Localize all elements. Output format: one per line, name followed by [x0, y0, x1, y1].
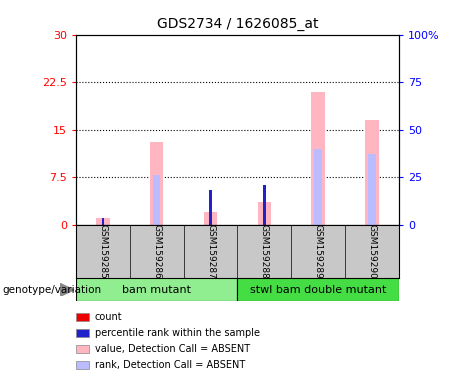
Text: stwl bam double mutant: stwl bam double mutant — [250, 285, 386, 295]
Bar — [153, 175, 160, 225]
Text: GSM159286: GSM159286 — [152, 224, 161, 279]
Bar — [96, 218, 110, 225]
Text: GSM159287: GSM159287 — [206, 224, 215, 279]
Text: rank, Detection Call = ABSENT: rank, Detection Call = ABSENT — [95, 360, 245, 370]
Text: GSM159290: GSM159290 — [367, 224, 376, 279]
Text: bam mutant: bam mutant — [122, 285, 191, 295]
Text: value, Detection Call = ABSENT: value, Detection Call = ABSENT — [95, 344, 249, 354]
Text: genotype/variation: genotype/variation — [2, 285, 101, 295]
Title: GDS2734 / 1626085_at: GDS2734 / 1626085_at — [157, 17, 318, 31]
Text: GSM159285: GSM159285 — [99, 224, 107, 279]
Bar — [263, 185, 266, 225]
Text: GSM159289: GSM159289 — [313, 224, 323, 279]
Bar — [365, 120, 378, 225]
Bar — [314, 149, 322, 225]
Text: GSM159288: GSM159288 — [260, 224, 269, 279]
Bar — [209, 190, 212, 225]
Polygon shape — [60, 283, 74, 296]
Bar — [311, 92, 325, 225]
Bar — [204, 212, 217, 225]
Bar — [368, 154, 376, 225]
Bar — [258, 202, 271, 225]
Text: percentile rank within the sample: percentile rank within the sample — [95, 328, 260, 338]
Bar — [102, 222, 104, 225]
Bar — [150, 142, 164, 225]
Bar — [237, 278, 399, 301]
Text: count: count — [95, 312, 122, 322]
Bar — [102, 218, 104, 225]
Bar — [76, 278, 237, 301]
